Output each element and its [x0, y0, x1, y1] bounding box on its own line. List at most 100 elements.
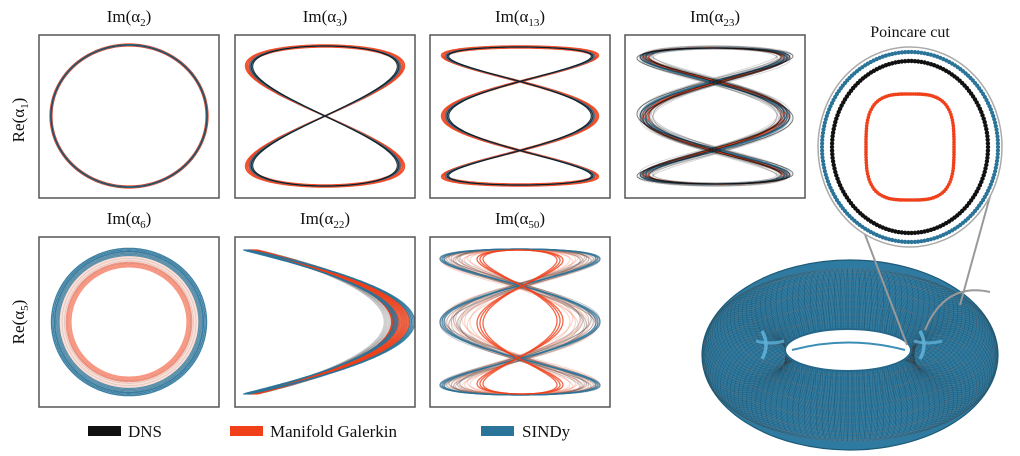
torus-meridian [834, 357, 844, 442]
poincare-point-dns [985, 148, 991, 153]
poincare-point-sindy [827, 107, 832, 112]
poincare-point-dns [983, 123, 988, 128]
trajectory-dns [446, 46, 594, 186]
poincare-point-galerkin [864, 147, 868, 152]
poincare-point-sindy [822, 169, 828, 174]
poincare-point-sindy [903, 50, 908, 55]
poincare-point-sindy [909, 239, 914, 245]
panel-im-a22 [234, 236, 416, 408]
trajectory-dns [56, 253, 202, 391]
torus-latitude [711, 272, 989, 389]
trajectory-dns-ensemble [638, 46, 792, 186]
poincare-point-sindy [899, 50, 905, 55]
poincare-point-galerkin [865, 172, 870, 176]
torus-latitude [722, 268, 978, 376]
poincare-point-sindy [988, 107, 993, 112]
poincare-point-galerkin [864, 158, 868, 162]
trajectory-galerkin [244, 44, 406, 188]
poincare-point-dns [984, 126, 989, 132]
poincare-point-dns [980, 176, 985, 181]
trajectory-dns [250, 45, 400, 187]
torus-meridian [859, 357, 872, 441]
poincare-point-sindy [990, 179, 995, 184]
poincare-point-dns [830, 152, 835, 157]
poincare-point-galerkin [952, 137, 956, 142]
poincare-point-dns [982, 169, 987, 175]
trajectory-galerkin [62, 258, 196, 386]
poincare-point-sindy [932, 236, 937, 241]
trajectory-sindy [56, 252, 202, 392]
torus-latitude [704, 306, 996, 430]
torus-meridian [750, 347, 808, 429]
poincare-point-galerkin [864, 145, 868, 149]
poincare-point-sindy [987, 104, 992, 109]
poincare-point-galerkin [868, 180, 872, 184]
torus-meridian [851, 357, 854, 442]
trajectory-dns [66, 262, 192, 382]
poincare-point-sindy [823, 172, 828, 177]
panel-title-im-a2: Im(α2) [107, 7, 152, 29]
poincare-point-dns [830, 155, 835, 160]
poincare-point-sindy [822, 124, 827, 129]
torus-meridian [861, 356, 878, 441]
poincare-point-galerkin [864, 124, 869, 128]
poincare-point-galerkin [864, 163, 869, 168]
poincare-point-galerkin [950, 172, 955, 176]
torus-meridian [911, 305, 994, 383]
poincare-point-galerkin [864, 142, 868, 147]
torus-meridian [798, 355, 828, 439]
trajectory-galerkin [68, 264, 190, 380]
poincare-point-sindy [994, 162, 999, 167]
poincare-point-galerkin [950, 118, 955, 122]
poincare-point-galerkin [866, 174, 871, 179]
poincare-point-galerkin [865, 121, 869, 125]
legend-swatch-dns [88, 426, 121, 436]
poincare-point-galerkin [951, 126, 956, 131]
poincare-point-sindy [912, 239, 918, 244]
poincare-point-dns [979, 109, 984, 115]
poincare-point-dns [829, 141, 835, 146]
poincare-point-galerkin [949, 177, 953, 182]
torus-meridian [913, 311, 998, 388]
poincare-point-sindy [916, 239, 921, 244]
poincare-point-dns [832, 123, 837, 128]
torus-meridian [840, 357, 847, 442]
poincare-point-sindy [820, 130, 826, 136]
poincare-point-galerkin [952, 145, 956, 149]
poincare-point-sindy [820, 155, 825, 160]
poincare-point-galerkin [952, 150, 956, 154]
poincare-point-galerkin [864, 137, 868, 142]
trajectory-sindy [49, 43, 209, 189]
torus-latitude [702, 292, 998, 418]
trajectory-dns [636, 47, 794, 185]
poincare-point-sindy [993, 124, 998, 129]
poincare-title: Poincare cut [870, 24, 950, 41]
poincare-point-galerkin [952, 152, 956, 157]
torus-meridian [765, 350, 814, 433]
torus-ridge-right [918, 330, 926, 360]
poincare-point-galerkin [949, 112, 953, 117]
panel-im-a3 [234, 34, 416, 199]
poincare-point-galerkin [864, 166, 869, 170]
poincare-point-galerkin [952, 158, 956, 162]
poincare-point-dns [830, 134, 835, 139]
poincare-point-sindy [995, 155, 1000, 160]
panel-title-im-a6: Im(α6) [107, 209, 152, 231]
poincare-point-sindy [912, 50, 918, 55]
poincare-point-dns [984, 159, 990, 164]
trajectory-dns-ensemble [639, 48, 791, 184]
trajectory-sindy [439, 248, 601, 396]
poincare-point-sindy [887, 237, 892, 242]
trajectory-sindy [243, 249, 415, 395]
poincare-point-sindy [893, 238, 898, 243]
legend-swatch-sindy [481, 426, 514, 436]
poincare-point-sindy [922, 238, 927, 243]
poincare-point-galerkin [864, 155, 868, 160]
poincare-point-dns [916, 59, 921, 64]
poincare-point-sindy [824, 175, 829, 181]
poincare-point-sindy [916, 50, 921, 55]
legend-swatch-galerkin [230, 426, 263, 436]
poincare-point-galerkin [951, 129, 956, 134]
poincare-point-dns [916, 230, 921, 235]
